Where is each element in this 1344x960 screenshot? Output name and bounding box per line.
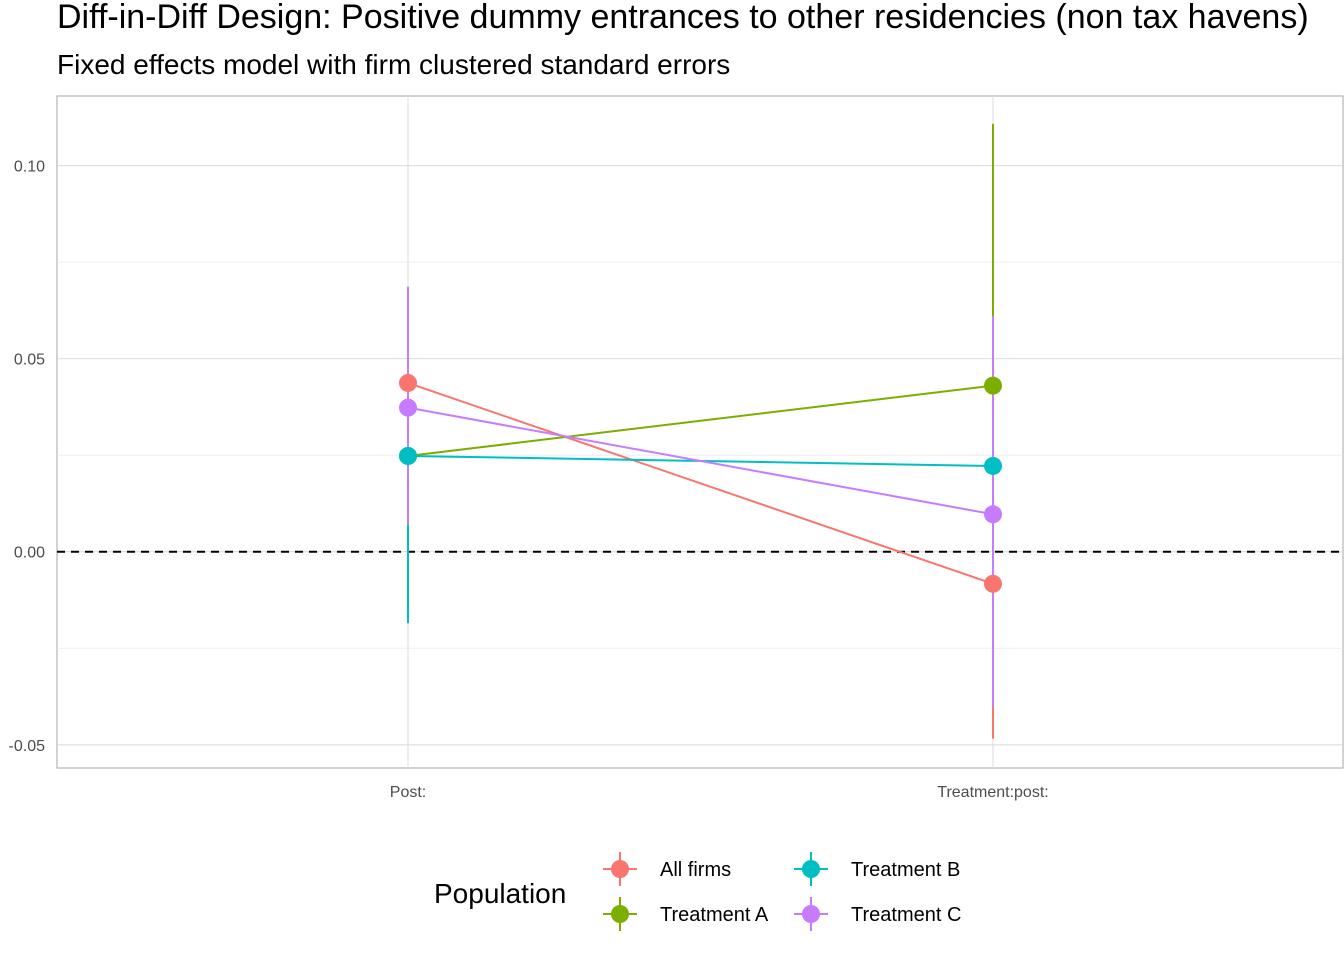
series-line — [407, 384, 994, 457]
x-tick-label: Post: — [390, 784, 426, 801]
legend: Population All firms Treatment A Treatment… — [434, 852, 961, 931]
x-tick-label: Treatment:post: — [937, 784, 1048, 801]
data-point — [984, 376, 1002, 395]
data-point — [984, 574, 1002, 593]
data-point — [399, 373, 417, 392]
y-tick-label: 0.00 — [14, 545, 45, 562]
legend-key-point — [802, 905, 820, 923]
series-lines — [407, 382, 994, 585]
legend-label: Treatment A — [660, 904, 769, 926]
legend-label: Treatment C — [851, 904, 961, 926]
legend-label: Treatment B — [851, 859, 960, 881]
y-axis-ticks: -0.05 0.00 0.05 0.10 — [9, 159, 46, 755]
x-axis-ticks: Post: Treatment:post: — [390, 784, 1049, 801]
data-point — [984, 456, 1002, 475]
data-point — [984, 505, 1002, 524]
series-line — [407, 382, 994, 585]
legend-item: Treatment C — [794, 897, 961, 931]
legend-item: Treatment B — [794, 852, 960, 886]
y-tick-label: -0.05 — [9, 738, 46, 755]
legend-label: All firms — [660, 859, 731, 881]
chart-subtitle: Fixed effects model with firm clustered … — [57, 49, 730, 80]
plot-panel — [56, 95, 1344, 769]
legend-item: Treatment A — [603, 897, 769, 931]
legend-title: Population — [434, 878, 566, 909]
panel-border — [56, 95, 1344, 769]
data-point — [399, 398, 417, 417]
series-line — [407, 406, 994, 516]
y-tick-label: 0.05 — [14, 352, 45, 369]
legend-key-point — [802, 860, 820, 878]
legend-item: All firms — [603, 852, 731, 886]
legend-key-point — [611, 860, 629, 878]
data-point — [399, 446, 417, 465]
data-points — [399, 373, 1002, 593]
chart-title: Diff-in-Diff Design: Positive dummy entr… — [57, 0, 1309, 36]
legend-key-point — [611, 905, 629, 923]
y-tick-label: 0.10 — [14, 159, 45, 176]
